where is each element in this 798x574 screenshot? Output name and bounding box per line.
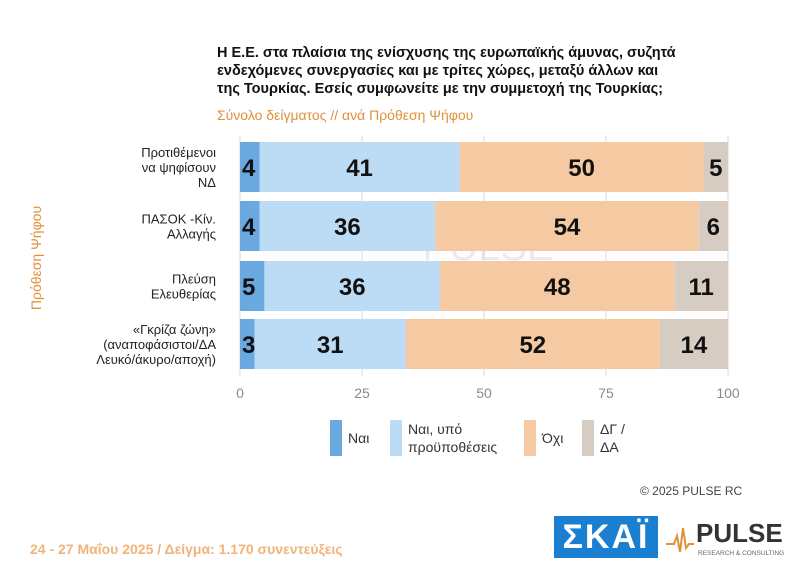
- bar-segment: [240, 261, 265, 311]
- data-label: 4: [242, 214, 256, 241]
- legend-item: Ναι, υπό προϋποθέσεις: [390, 420, 497, 456]
- x-tick-label: 50: [476, 385, 492, 401]
- data-label: 5: [709, 155, 722, 182]
- legend-label: Ναι, υπό προϋποθέσεις: [408, 421, 498, 455]
- data-label: 36: [339, 274, 366, 301]
- legend-swatch: [582, 420, 594, 456]
- legend-label: Όχι: [542, 430, 564, 446]
- svg-text:RESEARCH & CONSULTING: RESEARCH & CONSULTING: [698, 550, 784, 557]
- legend-swatch: [524, 420, 536, 456]
- data-label: 52: [519, 332, 546, 359]
- legend-item: Ναι: [330, 420, 369, 456]
- legend-item: ΔΓ / ΔΑ: [582, 420, 625, 456]
- legend-item: Όχι: [524, 420, 563, 456]
- bar-segment: [240, 319, 255, 369]
- x-tick-label: 100: [716, 385, 740, 401]
- skai-logo: ΣΚΑΪ: [554, 516, 658, 558]
- bar-segment: [698, 201, 728, 251]
- bar-segment: [459, 142, 704, 192]
- x-tick-label: 75: [598, 385, 614, 401]
- bar-segment: [259, 142, 460, 192]
- data-label: 11: [688, 274, 713, 301]
- data-label: 50: [568, 155, 595, 182]
- bar-segment: [240, 142, 260, 192]
- data-label: 6: [707, 214, 720, 241]
- title-line-3: της Τουρκίας. Εσείς συμφωνείτε με την συ…: [217, 81, 664, 97]
- data-label: 3: [242, 332, 255, 359]
- chart-legend: Ναι Ναι, υπό προϋποθέσεις Όχι ΔΓ / ΔΑ: [330, 420, 690, 464]
- category-label: Πλεύση Ελευθερίας: [151, 272, 216, 302]
- x-tick-label: 25: [354, 385, 370, 401]
- copyright-text: © 2025 PULSE RC: [640, 484, 743, 498]
- svg-text:PULSE: PULSE: [696, 518, 783, 548]
- legend-swatch: [390, 420, 402, 456]
- bar-segment: [703, 142, 728, 192]
- bar-segment: [259, 201, 436, 251]
- data-label: 36: [334, 214, 361, 241]
- bar-segment: [435, 201, 699, 251]
- legend-label: Ναι: [348, 430, 370, 446]
- chart-title: Η Ε.Ε. στα πλαίσια της ενίσχυσης της ευρ…: [217, 44, 737, 98]
- x-tick-label: 0: [236, 385, 244, 401]
- data-label: 31: [317, 332, 344, 359]
- bar-segment: [254, 319, 406, 369]
- data-label: 14: [680, 332, 707, 359]
- data-label: 4: [242, 155, 256, 182]
- chart-subtitle: Σύνολο δείγματος // ανά Πρόθεση Ψήφου: [217, 107, 474, 123]
- bar-segment: [264, 261, 441, 311]
- category-label: ΠΑΣΟΚ -Κίν. Αλλαγής: [142, 212, 217, 242]
- survey-footer: 24 - 27 Μαΐου 2025 / Δείγμα: 1.170 συνεν…: [30, 541, 343, 557]
- bar-segment: [405, 319, 660, 369]
- title-line-1: Η Ε.Ε. στα πλαίσια της ενίσχυσης της ευρ…: [217, 45, 676, 61]
- legend-label: ΔΓ / ΔΑ: [600, 421, 625, 455]
- data-label: 48: [544, 274, 571, 301]
- category-label: Προτιθέμενοι να ψηφίσουν ΝΔ: [141, 145, 216, 190]
- data-label: 41: [346, 155, 373, 182]
- legend-swatch: [330, 420, 342, 456]
- bar-segment: [240, 201, 260, 251]
- data-label: 54: [554, 214, 581, 241]
- category-label: «Γκρίζα ζώνη» (αναποφάσιστοι/ΔΑ Λευκό/άκυρ…: [96, 322, 216, 367]
- title-line-2: ενδεχόμενες συνεργασίες και με τρίτες χώ…: [217, 63, 659, 79]
- pulse-logo: PULSE RESEARCH & CONSULTING: [666, 518, 784, 557]
- bar-segment: [674, 261, 728, 311]
- data-label: 5: [242, 274, 255, 301]
- bar-segment: [659, 319, 728, 369]
- bar-segment: [440, 261, 675, 311]
